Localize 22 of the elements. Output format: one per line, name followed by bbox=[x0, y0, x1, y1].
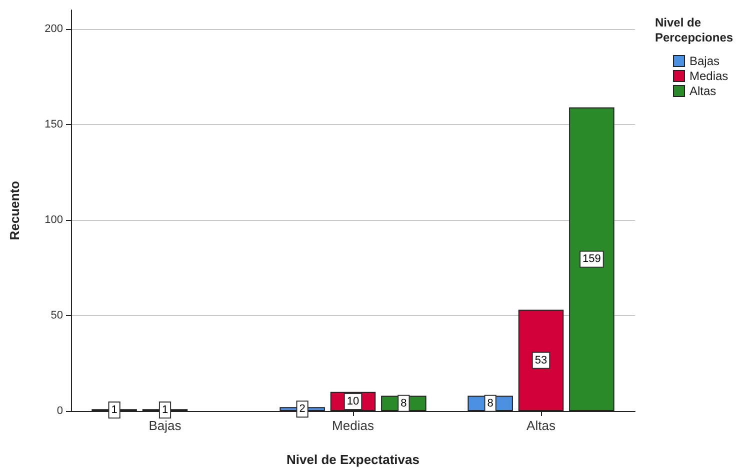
legend-title: Nivel de Percepciones bbox=[655, 16, 734, 44]
data-label: 10 bbox=[346, 395, 360, 408]
data-label: 8 bbox=[487, 397, 494, 410]
y-axis-title: Recuento bbox=[7, 180, 22, 240]
data-label: 8 bbox=[400, 397, 407, 410]
y-tick-label: 0 bbox=[56, 405, 63, 417]
x-tick-label: Medias bbox=[332, 418, 374, 433]
data-label: 159 bbox=[582, 253, 601, 266]
legend-label: Bajas bbox=[690, 54, 720, 68]
data-label: 53 bbox=[534, 354, 548, 366]
y-tick-label: 200 bbox=[44, 23, 63, 36]
y-tick-label: 100 bbox=[44, 214, 63, 226]
data-label: 1 bbox=[162, 404, 168, 416]
y-tick-label: 150 bbox=[44, 118, 63, 131]
y-tick-label: 50 bbox=[50, 310, 63, 322]
x-tick-label: Altas bbox=[526, 418, 556, 433]
legend-label: Medias bbox=[690, 69, 728, 83]
x-tick-label: Bajas bbox=[148, 418, 182, 433]
x-axis-title: Nivel de Expectativas bbox=[286, 452, 420, 467]
data-label: 1 bbox=[111, 404, 118, 416]
legend-label: Altas bbox=[690, 84, 716, 98]
data-label: 2 bbox=[299, 403, 306, 416]
